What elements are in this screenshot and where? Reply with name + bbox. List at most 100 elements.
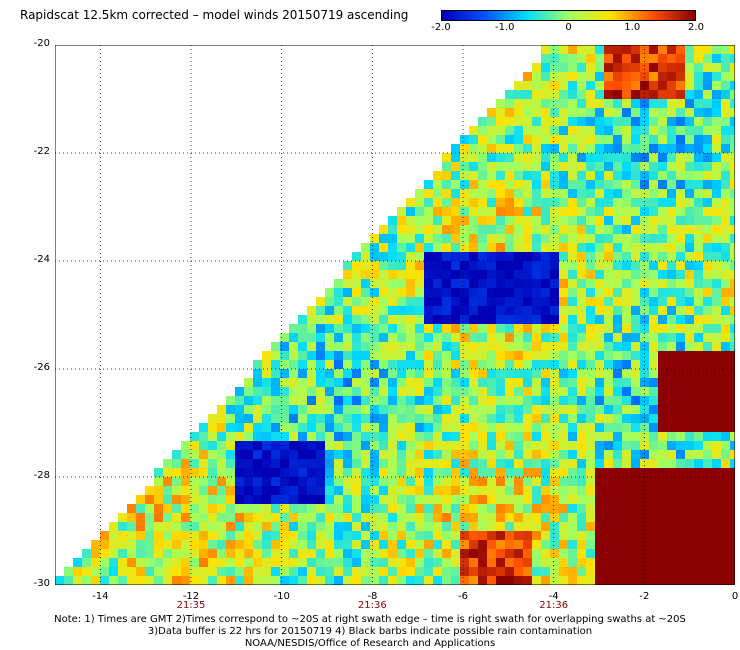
heatmap-cell [469, 162, 478, 171]
heatmap-cell [640, 54, 649, 63]
heatmap-cell [496, 441, 505, 450]
heatmap-cell [586, 117, 595, 126]
heatmap-cell [721, 261, 730, 270]
heatmap-cell [424, 261, 433, 270]
heatmap-cell [667, 234, 676, 243]
heatmap-cell [415, 207, 424, 216]
heatmap-cell [496, 414, 505, 423]
heatmap-cell [514, 225, 523, 234]
heatmap-cell [370, 486, 379, 495]
heatmap-cell [712, 540, 721, 549]
heatmap-cell [586, 441, 595, 450]
heatmap-cell [586, 387, 595, 396]
heatmap-cell [703, 171, 712, 180]
heatmap-cell [694, 297, 703, 306]
heatmap-cell [334, 495, 343, 504]
heatmap-cell [478, 198, 487, 207]
heatmap-cell [388, 216, 397, 225]
colorbar-tick: 2.0 [688, 22, 704, 33]
heatmap-cell [595, 198, 604, 207]
heatmap-cell [397, 252, 406, 261]
heatmap-cell [631, 180, 640, 189]
heatmap-cell [442, 576, 451, 585]
heatmap-cell [280, 396, 289, 405]
heatmap-cell [487, 387, 496, 396]
heatmap-cell [676, 513, 685, 522]
heatmap-cell [496, 252, 505, 261]
heatmap-cell [541, 252, 550, 261]
heatmap-cell [361, 261, 370, 270]
heatmap-cell [658, 189, 667, 198]
heatmap-cell [586, 459, 595, 468]
heatmap-cell [676, 315, 685, 324]
heatmap-cell [712, 63, 721, 72]
heatmap-cell [613, 432, 622, 441]
heatmap-cell [613, 252, 622, 261]
heatmap-cell [487, 414, 496, 423]
heatmap-cell [676, 342, 685, 351]
heatmap-cell [397, 261, 406, 270]
heatmap-cell [262, 405, 271, 414]
heatmap-cell [253, 477, 262, 486]
heatmap-cell [586, 306, 595, 315]
heatmap-cell [703, 162, 712, 171]
heatmap-cell [622, 252, 631, 261]
heatmap-cell [406, 225, 415, 234]
x-tick-label: -8 [367, 591, 378, 602]
heatmap-cell [469, 234, 478, 243]
heatmap-cell [568, 522, 577, 531]
heatmap-cell [514, 171, 523, 180]
heatmap-cell [379, 540, 388, 549]
heatmap-cell [415, 315, 424, 324]
heatmap-cell [631, 540, 640, 549]
heatmap-cell [703, 243, 712, 252]
heatmap-cell [478, 252, 487, 261]
heatmap-cell [316, 486, 325, 495]
heatmap-cell [370, 459, 379, 468]
heatmap-cell [451, 450, 460, 459]
heatmap-cell [478, 243, 487, 252]
heatmap-cell [406, 261, 415, 270]
heatmap-cell [469, 432, 478, 441]
heatmap-cell [550, 504, 559, 513]
heatmap-cell [730, 189, 735, 198]
heatmap-cell [172, 549, 181, 558]
heatmap-cell [442, 207, 451, 216]
heatmap-cell [721, 531, 730, 540]
heatmap-cell [469, 441, 478, 450]
heatmap-cell [649, 387, 658, 396]
heatmap-cell [460, 558, 469, 567]
heatmap-cell [595, 72, 604, 81]
heatmap-cell [298, 531, 307, 540]
heatmap-cell [559, 369, 568, 378]
heatmap-cell [451, 315, 460, 324]
heatmap-cell [199, 495, 208, 504]
heatmap-cell [622, 576, 631, 585]
heatmap-cell [514, 135, 523, 144]
heatmap-cell [442, 522, 451, 531]
plot-title: Rapidscat 12.5km corrected – model winds… [20, 8, 409, 22]
heatmap-cell [343, 468, 352, 477]
heatmap-cell [631, 252, 640, 261]
heatmap-cell [631, 108, 640, 117]
heatmap-cell [541, 171, 550, 180]
heatmap-cell [595, 54, 604, 63]
heatmap-cell [523, 459, 532, 468]
heatmap-cell [361, 504, 370, 513]
heatmap-cell [100, 558, 109, 567]
heatmap-cell [640, 378, 649, 387]
heatmap-cell [127, 549, 136, 558]
heatmap-cell [397, 387, 406, 396]
heatmap-cell [370, 306, 379, 315]
heatmap-cell [262, 360, 271, 369]
heatmap-cell [442, 567, 451, 576]
heatmap-cell [460, 531, 469, 540]
heatmap-cell [433, 459, 442, 468]
heatmap-cell [370, 540, 379, 549]
heatmap-cell [694, 45, 703, 54]
heatmap-cell [154, 477, 163, 486]
heatmap-cell [586, 54, 595, 63]
heatmap-cell [649, 315, 658, 324]
footnotes: Note: 1) Times are GMT 2)Times correspon… [0, 614, 740, 650]
heatmap-cell [478, 504, 487, 513]
